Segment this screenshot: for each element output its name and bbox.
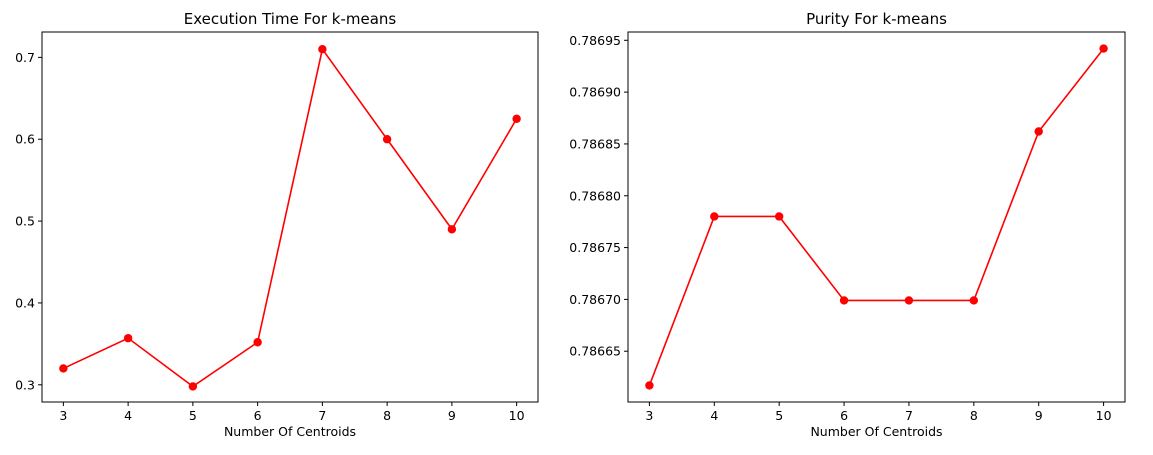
data-point	[253, 338, 262, 347]
data-point	[969, 296, 979, 305]
x-tick-label: 7	[905, 408, 913, 423]
data-point	[123, 333, 133, 343]
axes-frame	[627, 31, 1126, 403]
x-tick-label: 3	[645, 408, 653, 423]
x-tick-label: 9	[1035, 408, 1043, 423]
x-tick-label: 10	[1096, 408, 1112, 423]
data-point	[839, 296, 849, 305]
x-tick-label: 8	[970, 408, 978, 423]
y-tick-label: 0.78695	[569, 33, 621, 48]
data-point	[512, 114, 521, 123]
x-tick-label: 7	[318, 408, 326, 423]
data-point	[774, 212, 784, 221]
data-point	[188, 382, 198, 391]
data-point	[318, 44, 327, 54]
x-tick-label: 5	[775, 408, 783, 423]
x-tick-label: 8	[383, 408, 391, 423]
data-point	[710, 212, 719, 221]
execution-time-chart: Execution Time For k-means 3 4 5 6 7 8 9 10 0.3 0.…	[15, 10, 539, 439]
x-tick-label: 5	[189, 408, 197, 423]
y-tick-label: 0.78675	[569, 240, 621, 255]
series-line	[648, 48, 1105, 386]
data-point	[382, 135, 392, 144]
data-point	[1099, 44, 1108, 53]
x-axis-label: Number Of Centroids	[810, 424, 942, 439]
y-tick-label: 0.5	[15, 214, 35, 229]
y-tick-label: 0.78665	[569, 344, 621, 359]
x-tick-label: 4	[710, 408, 718, 423]
x-tick-label: 6	[840, 408, 848, 423]
x-axis-label: Number Of Centroids	[224, 424, 356, 439]
chart-title: Execution Time For k-means	[184, 10, 397, 28]
x-tick-label: 4	[124, 408, 132, 423]
y-tick-label: 0.78690	[569, 85, 621, 100]
data-point	[904, 296, 914, 305]
data-point	[447, 225, 457, 234]
y-tick-label: 0.78685	[569, 136, 621, 151]
purity-chart: Purity For k-means 3 4 5 6 7 8 9 10 0.78665 0.7867…	[569, 10, 1126, 439]
series-line	[63, 47, 518, 388]
y-tick-label: 0.3	[15, 377, 35, 392]
x-tick-label: 6	[254, 408, 262, 423]
x-tick-label: 10	[509, 408, 525, 423]
y-tick-label: 0.7	[15, 50, 35, 65]
y-tick-label: 0.78680	[569, 188, 621, 203]
axes-frame	[41, 31, 539, 403]
y-tick-label: 0.4	[15, 295, 35, 310]
data-point	[1034, 127, 1043, 136]
chart-title: Purity For k-means	[806, 10, 947, 28]
data-point	[645, 381, 654, 390]
data-point	[59, 364, 68, 373]
y-tick-label: 0.6	[15, 132, 35, 147]
y-tick-label: 0.78670	[569, 292, 621, 307]
x-tick-label: 3	[59, 408, 67, 423]
x-tick-label: 9	[448, 408, 456, 423]
